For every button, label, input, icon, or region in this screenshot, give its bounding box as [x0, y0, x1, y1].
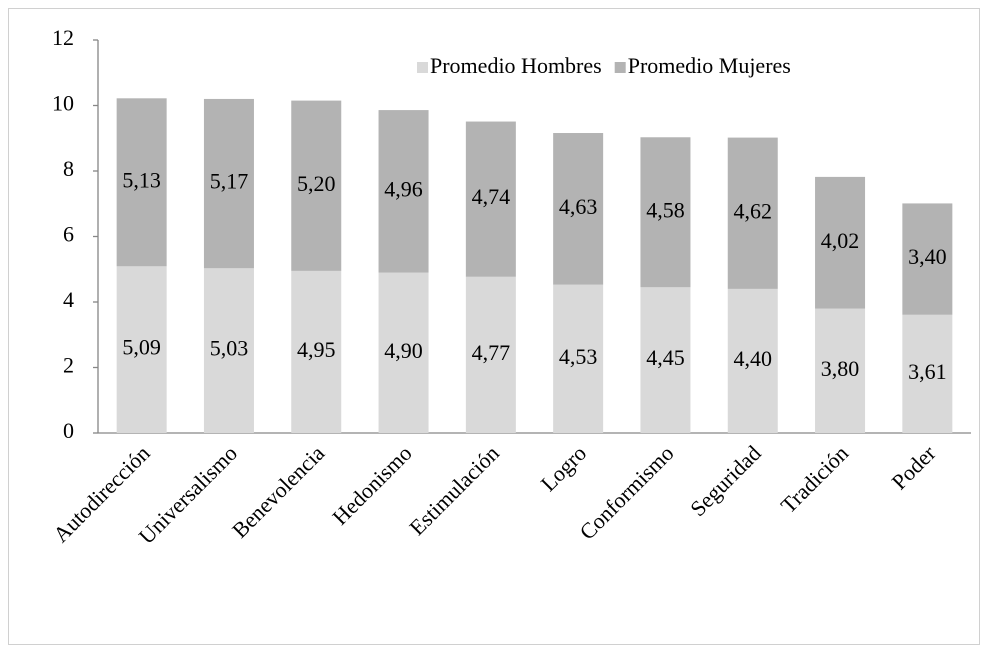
bar-segment [640, 287, 691, 433]
legend-label: Promedio Mujeres [628, 53, 791, 78]
bar-segment [815, 308, 866, 433]
data-label: 4,62 [734, 198, 773, 223]
data-label: 4,40 [734, 346, 773, 371]
bar-segment [116, 98, 167, 267]
legend-label: Promedio Hombres [430, 53, 602, 78]
bar-segment [378, 272, 429, 433]
bar-segment [465, 276, 516, 433]
data-label: 4,74 [472, 184, 511, 209]
data-label: 4,90 [384, 338, 423, 363]
data-label: 3,61 [908, 359, 947, 384]
data-label: 5,09 [122, 335, 161, 360]
y-tick-label: 4 [63, 287, 74, 312]
data-label: 4,63 [559, 194, 598, 219]
data-label: 5,03 [210, 336, 249, 361]
bar-segment [378, 110, 429, 273]
bar-segment [727, 137, 778, 289]
bar-segment [902, 203, 953, 315]
data-label: 4,58 [646, 197, 685, 222]
data-label: 4,95 [297, 337, 336, 362]
data-label: 5,13 [122, 167, 161, 192]
legend-swatch [614, 62, 626, 73]
bar-segment [203, 98, 254, 269]
bar-segment [640, 137, 691, 288]
bar-segment [902, 314, 953, 433]
data-label: 4,77 [472, 340, 511, 365]
legend-swatch [417, 62, 428, 73]
data-label: 4,53 [559, 344, 598, 369]
bar-segment [291, 270, 342, 433]
bar-segment [553, 284, 604, 433]
y-tick-label: 12 [52, 25, 74, 50]
data-label: 3,80 [821, 356, 860, 381]
data-label: 4,45 [646, 345, 685, 370]
bar-segment [553, 133, 604, 285]
bar-segment [727, 288, 778, 433]
y-tick-label: 2 [63, 353, 74, 378]
bar-segment [815, 176, 866, 309]
data-label: 4,96 [384, 176, 423, 201]
y-tick-label: 8 [63, 156, 74, 181]
y-tick-label: 10 [52, 91, 74, 116]
y-tick-label: 6 [63, 222, 74, 247]
data-label: 3,40 [908, 244, 947, 269]
bar-segment [116, 266, 167, 433]
y-tick-label: 0 [63, 418, 74, 443]
bar-segment [203, 268, 254, 433]
bar-segment [465, 121, 516, 277]
bar-segment [291, 100, 342, 271]
data-label: 5,20 [297, 171, 336, 196]
data-label: 4,02 [821, 228, 860, 253]
data-label: 5,17 [210, 169, 249, 194]
